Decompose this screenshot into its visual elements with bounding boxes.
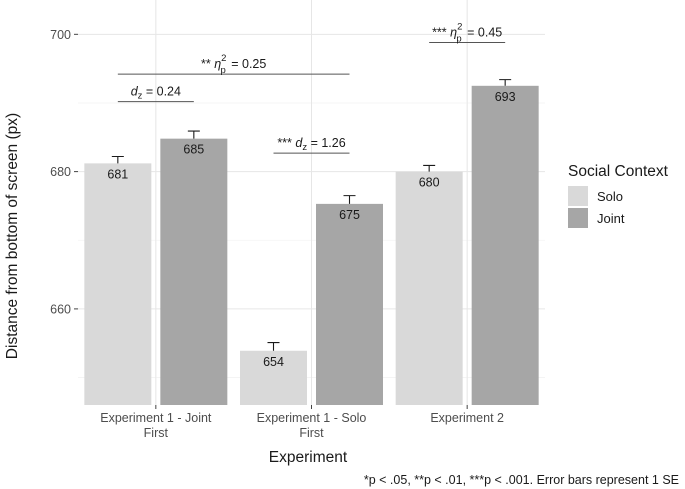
bar-value-label: 685 (183, 143, 204, 157)
bar-solo (240, 350, 307, 405)
y-axis-title: Distance from bottom of screen (px) (4, 113, 21, 359)
bar-joint (471, 85, 539, 405)
x-tick-label: Experiment 2 (430, 411, 504, 425)
bar-value-label: 681 (107, 167, 128, 181)
error-bar (267, 341, 280, 351)
bar-joint (160, 138, 228, 405)
bar-joint (316, 203, 383, 405)
y-tick-label: 700 (50, 28, 71, 42)
significance-label: dz = 0.24 (131, 85, 181, 102)
error-bar (187, 130, 200, 139)
x-tick-label: Experiment 1 - Joint First (100, 411, 212, 440)
bar-value-label: 680 (419, 176, 440, 190)
y-axis: 660 680 700 (50, 28, 78, 316)
caption: *p < .05, **p < .01, ***p < .001. Error … (364, 473, 679, 487)
bars (84, 85, 539, 405)
error-bar (423, 164, 436, 172)
significance-label: ** η2 p = 0.25 (201, 53, 266, 76)
significance-annotations: dz = 0.24 ** η2 p = 0.25 *** dz = 1.26 *** η… (117, 22, 506, 154)
error-bar (343, 195, 356, 204)
legend: Social Context Solo Joint (568, 163, 669, 228)
error-bar (499, 79, 512, 86)
x-axis: Experiment 1 - Joint First Experiment 1 - … (100, 405, 504, 440)
legend-swatch-solo (568, 186, 588, 206)
significance-label: *** η2 p = 0.45 (432, 22, 502, 45)
bar-value-label: 675 (339, 208, 360, 222)
error-bars (111, 79, 512, 351)
bar-solo (84, 163, 152, 405)
x-axis-title: Experiment (269, 449, 348, 466)
grid-lines (78, 0, 545, 405)
x-tick-label: Experiment 1 - Solo First (257, 411, 367, 440)
bar-value-labels: 681 654 680 685 675 693 (107, 90, 515, 369)
bar-solo (395, 171, 463, 405)
y-tick-label: 660 (50, 302, 71, 316)
legend-label-solo: Solo (597, 189, 623, 204)
legend-title: Social Context (568, 163, 669, 180)
y-tick-label: 680 (50, 165, 71, 179)
legend-swatch-joint (568, 208, 588, 228)
error-bar (111, 155, 124, 164)
bar-value-label: 693 (495, 90, 516, 104)
legend-label-joint: Joint (597, 211, 625, 226)
bar-value-label: 654 (263, 355, 284, 369)
significance-label: *** dz = 1.26 (277, 136, 345, 153)
